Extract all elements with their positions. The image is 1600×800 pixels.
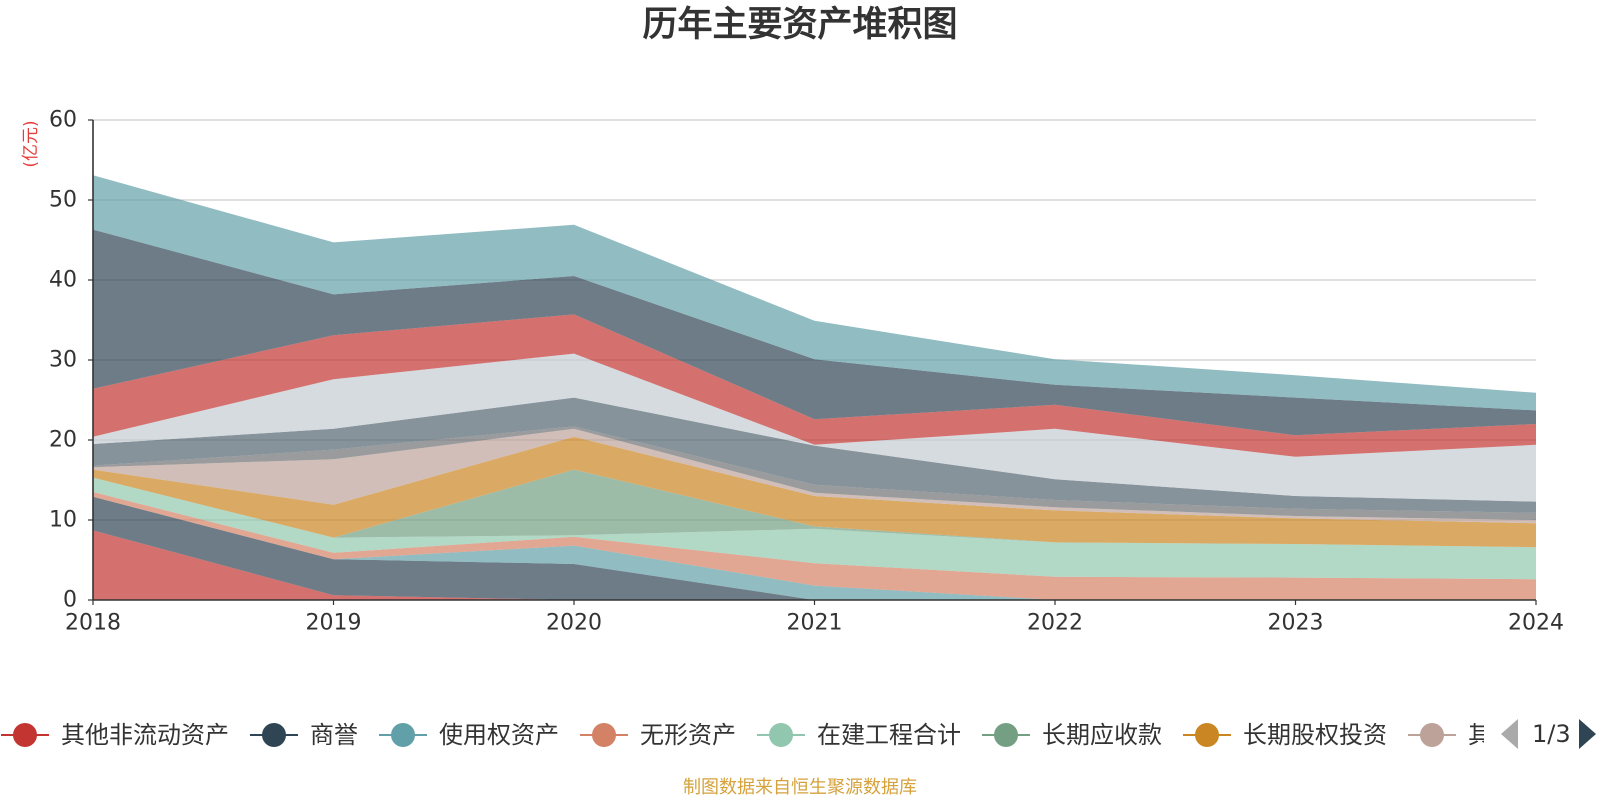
- y-tick-label: 40: [49, 268, 77, 293]
- legend-item-long-term-equity-investment[interactable]: 长期股权投资: [1183, 721, 1387, 749]
- legend-swatch-icon: [757, 723, 805, 747]
- area-series-1[interactable]: [93, 530, 1536, 600]
- x-tick-label: 2018: [65, 611, 121, 636]
- legend-item-label: 使用权资产: [439, 721, 559, 749]
- legend-item-truncated[interactable]: 其: [1408, 721, 1484, 749]
- stacked-area-chart: 0 10 20 30 40 50 60 2018 2019 2020 2021 2022 2023 202…: [21, 108, 1564, 636]
- area-series-12[interactable]: [93, 314, 1536, 457]
- x-tick-label: 2021: [787, 611, 843, 636]
- legend-item-right-of-use-assets[interactable]: 使用权资产: [379, 721, 559, 749]
- x-tick-label: 2023: [1268, 611, 1324, 636]
- legend-swatch-icon: [1408, 723, 1456, 747]
- legend-prev-arrow-shape: [1501, 719, 1518, 749]
- legend-item-label: 长期应收款: [1042, 721, 1162, 749]
- area-series-4[interactable]: [93, 492, 1536, 600]
- legend-page-indicator: 1/3: [1532, 720, 1571, 748]
- data-source-note: 制图数据来自恒生聚源数据库: [683, 777, 917, 798]
- y-tick-label: 30: [49, 348, 77, 373]
- legend-item-label: 其他非流动资产: [61, 721, 229, 749]
- legend-swatch-dot: [391, 723, 415, 747]
- legend-swatch-icon: [379, 723, 427, 747]
- y-tick-label: 60: [49, 108, 77, 133]
- legend-swatch-icon: [1, 723, 49, 747]
- legend-item-label: 无形资产: [640, 721, 736, 749]
- legend-item-construction-in-progress[interactable]: 在建工程合计: [757, 721, 961, 749]
- x-tick-label: 2024: [1508, 611, 1564, 636]
- legend-swatch-dot: [1195, 723, 1219, 747]
- area-series-14[interactable]: [93, 175, 1536, 411]
- legend-prev-page-icon[interactable]: [1501, 719, 1519, 749]
- legend-item-intangible-assets[interactable]: 无形资产: [580, 721, 736, 749]
- area-series-7[interactable]: [93, 436, 1536, 548]
- legend-swatch-dot: [262, 723, 286, 747]
- legend-swatch-dot: [13, 723, 37, 747]
- area-series-2[interactable]: [93, 496, 1536, 600]
- legend-swatch-dot: [592, 723, 616, 747]
- legend-item-label: 长期股权投资: [1243, 721, 1387, 749]
- x-tick-label: 2019: [306, 611, 362, 636]
- area-series-6[interactable]: [93, 469, 1536, 548]
- area-series-9[interactable]: [93, 426, 1536, 520]
- legend-swatch-dot: [1420, 723, 1444, 747]
- chart-title: 历年主要资产堆积图: [642, 5, 958, 45]
- legend-item-label: 其: [1468, 721, 1484, 749]
- area-series-10[interactable]: [93, 397, 1536, 513]
- y-axis-unit-label: (亿元): [21, 120, 41, 167]
- y-tick-label: 0: [63, 588, 77, 613]
- axis-layer: 0 10 20 30 40 50 60 2018 2019 2020 2021 2022 2023 202…: [49, 108, 1564, 636]
- area-series-8[interactable]: [93, 428, 1536, 524]
- area-series-5[interactable]: [93, 477, 1536, 580]
- legend-swatch-dot: [769, 723, 793, 747]
- legend-item-label: 在建工程合计: [817, 721, 961, 749]
- legend: 其他非流动资产 商誉 使用权资产 无形资产 在建工程合计 长: [0, 721, 1484, 749]
- legend-item-goodwill[interactable]: 商誉: [250, 721, 358, 749]
- legend-item-other-noncurrent-assets[interactable]: 其他非流动资产: [1, 721, 229, 749]
- legend-item-label: 商誉: [310, 721, 358, 749]
- legend-swatch-icon: [580, 723, 628, 747]
- legend-item-long-term-receivables[interactable]: 长期应收款: [982, 721, 1162, 749]
- y-tick-label: 10: [49, 508, 77, 533]
- legend-next-arrow-shape: [1579, 719, 1596, 749]
- legend-next-page-icon[interactable]: [1579, 719, 1597, 749]
- legend-swatch-icon: [982, 723, 1030, 747]
- area-series-11[interactable]: [93, 353, 1536, 502]
- legend-swatch-icon: [1183, 723, 1231, 747]
- y-tick-label: 50: [49, 188, 77, 213]
- legend-swatch-icon: [250, 723, 298, 747]
- y-tick-label: 20: [49, 428, 77, 453]
- x-tick-label: 2020: [546, 611, 602, 636]
- area-series-13[interactable]: [93, 229, 1536, 436]
- x-tick-label: 2022: [1027, 611, 1083, 636]
- area-layer: [93, 175, 1536, 600]
- legend-swatch-dot: [994, 723, 1018, 747]
